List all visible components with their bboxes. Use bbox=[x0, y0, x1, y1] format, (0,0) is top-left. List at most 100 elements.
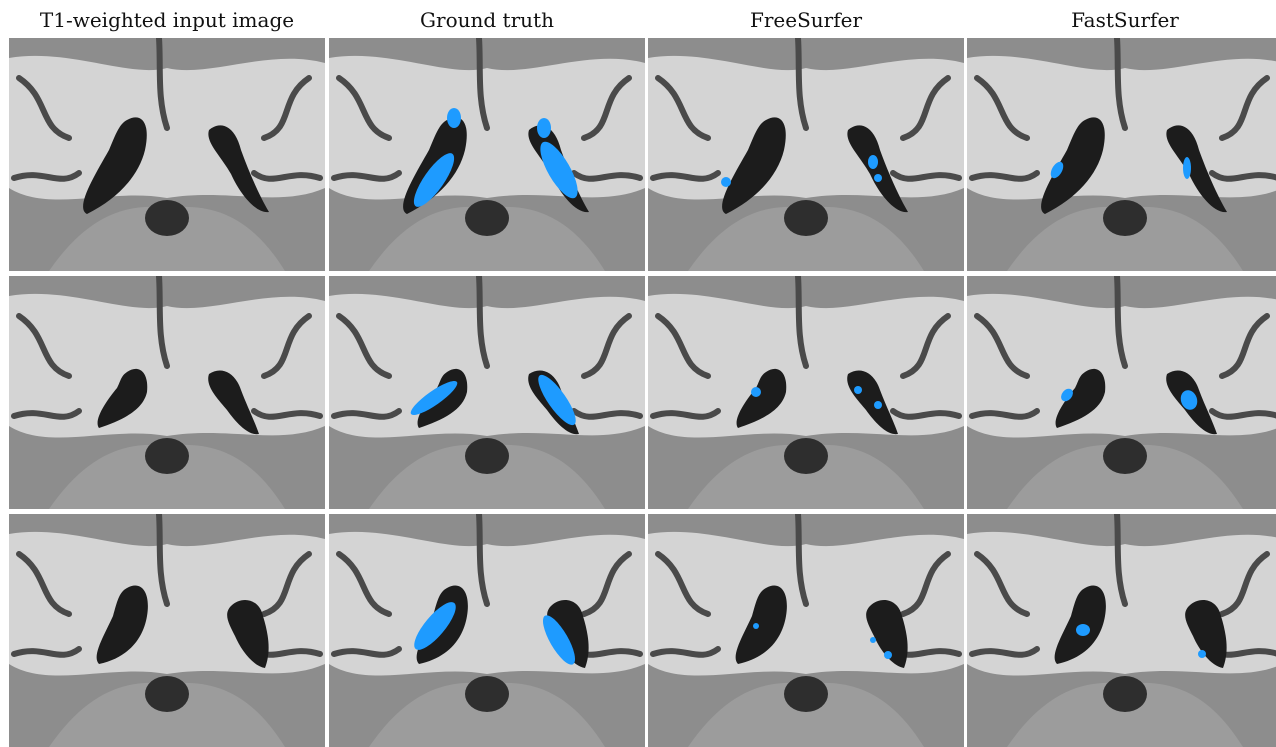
brainstem-region bbox=[49, 206, 285, 271]
sulcus-line bbox=[1209, 170, 1276, 182]
segmentation-blob bbox=[537, 118, 551, 138]
sulcus-line bbox=[795, 276, 809, 369]
third-ventricle bbox=[465, 200, 509, 236]
segmentation-blob bbox=[753, 623, 759, 629]
sulcus-line bbox=[1114, 276, 1128, 369]
sulcus-line bbox=[969, 408, 1040, 420]
sulcus-line bbox=[261, 313, 312, 379]
right-ventricle bbox=[847, 125, 908, 213]
brainstem-region bbox=[688, 682, 924, 747]
sulcus-line bbox=[969, 170, 1040, 182]
brainstem-region bbox=[369, 206, 605, 271]
right-ventricle bbox=[208, 370, 259, 435]
sulcus-line bbox=[890, 408, 962, 420]
left-ventricle bbox=[97, 368, 148, 428]
sulcus-line bbox=[331, 646, 402, 658]
right-ventricle bbox=[227, 600, 269, 668]
segmentation-blob bbox=[751, 387, 761, 397]
third-ventricle bbox=[784, 438, 828, 474]
segmentation-blob bbox=[870, 637, 876, 643]
sulcus-line bbox=[795, 514, 809, 607]
segmentation-blob bbox=[874, 174, 882, 182]
brainstem-region bbox=[1007, 206, 1243, 271]
third-ventricle bbox=[465, 676, 509, 712]
sulcus-line bbox=[336, 551, 392, 617]
left-ventricle bbox=[1055, 368, 1106, 428]
third-ventricle bbox=[1103, 200, 1147, 236]
segmentation-blob bbox=[721, 177, 731, 187]
sulcus-line bbox=[16, 313, 72, 379]
sulcus-line bbox=[261, 75, 312, 141]
sulcus-line bbox=[476, 276, 490, 369]
segmentation-blob bbox=[413, 153, 455, 207]
segmentation-blob bbox=[884, 651, 892, 659]
right-ventricle bbox=[847, 370, 898, 435]
mri-panel-r0-c2 bbox=[648, 38, 964, 271]
third-ventricle bbox=[1103, 676, 1147, 712]
left-ventricle bbox=[735, 585, 787, 664]
sulcus-line bbox=[336, 75, 392, 141]
mri-panel-r1-c3 bbox=[967, 276, 1276, 509]
sulcus-line bbox=[900, 313, 951, 379]
segmentation-blob bbox=[1061, 388, 1073, 402]
segmentation-blob bbox=[868, 155, 878, 169]
sulcus-line bbox=[476, 38, 490, 131]
sulcus-line bbox=[156, 276, 170, 369]
third-ventricle bbox=[465, 438, 509, 474]
sulcus-line bbox=[1219, 75, 1270, 141]
sulcus-line bbox=[331, 408, 402, 420]
sulcus-line bbox=[974, 551, 1030, 617]
sulcus-line bbox=[969, 646, 1040, 658]
sulcus-line bbox=[655, 313, 711, 379]
left-ventricle bbox=[722, 117, 786, 214]
sulcus-line bbox=[795, 38, 809, 131]
sulcus-line bbox=[1114, 514, 1128, 607]
third-ventricle bbox=[784, 200, 828, 236]
sulcus-line bbox=[1114, 38, 1128, 131]
sulcus-line bbox=[655, 75, 711, 141]
left-ventricle bbox=[736, 368, 787, 428]
segmentation-blob bbox=[410, 380, 458, 416]
sulcus-line bbox=[156, 514, 170, 607]
mri-panel-r2-c2 bbox=[648, 514, 964, 747]
sulcus-line bbox=[900, 75, 951, 141]
sulcus-line bbox=[1209, 408, 1276, 420]
right-ventricle bbox=[1185, 600, 1227, 668]
sulcus-line bbox=[1219, 551, 1270, 617]
third-ventricle bbox=[145, 438, 189, 474]
sulcus-line bbox=[331, 170, 402, 182]
sulcus-line bbox=[650, 170, 721, 182]
sulcus-line bbox=[581, 75, 632, 141]
sulcus-line bbox=[476, 514, 490, 607]
right-ventricle bbox=[208, 125, 269, 213]
sulcus-line bbox=[655, 551, 711, 617]
segmentation-blob bbox=[538, 374, 576, 426]
segmentation-blob bbox=[874, 401, 882, 409]
sulcus-line bbox=[16, 551, 72, 617]
brainstem-region bbox=[688, 444, 924, 509]
right-ventricle bbox=[547, 600, 589, 668]
mri-panel-r2-c3 bbox=[967, 514, 1276, 747]
sulcus-line bbox=[1219, 313, 1270, 379]
left-ventricle bbox=[96, 585, 148, 664]
sulcus-line bbox=[650, 408, 721, 420]
sulcus-line bbox=[251, 408, 323, 420]
brainstem-region bbox=[369, 682, 605, 747]
brainstem-region bbox=[49, 682, 285, 747]
sulcus-line bbox=[11, 646, 82, 658]
segmentation-blob bbox=[1076, 624, 1090, 636]
segmentation-blob bbox=[542, 615, 576, 665]
sulcus-line bbox=[581, 313, 632, 379]
sulcus-line bbox=[974, 313, 1030, 379]
third-ventricle bbox=[1103, 438, 1147, 474]
third-ventricle bbox=[145, 200, 189, 236]
segmentation-blob bbox=[1050, 161, 1064, 179]
mri-panel-r0-c0 bbox=[9, 38, 325, 271]
segmentation-blob bbox=[1198, 650, 1206, 658]
sulcus-line bbox=[900, 551, 951, 617]
third-ventricle bbox=[145, 676, 189, 712]
brainstem-region bbox=[369, 444, 605, 509]
segmentation-blob bbox=[447, 108, 461, 128]
sulcus-line bbox=[650, 646, 721, 658]
right-ventricle bbox=[866, 600, 908, 668]
